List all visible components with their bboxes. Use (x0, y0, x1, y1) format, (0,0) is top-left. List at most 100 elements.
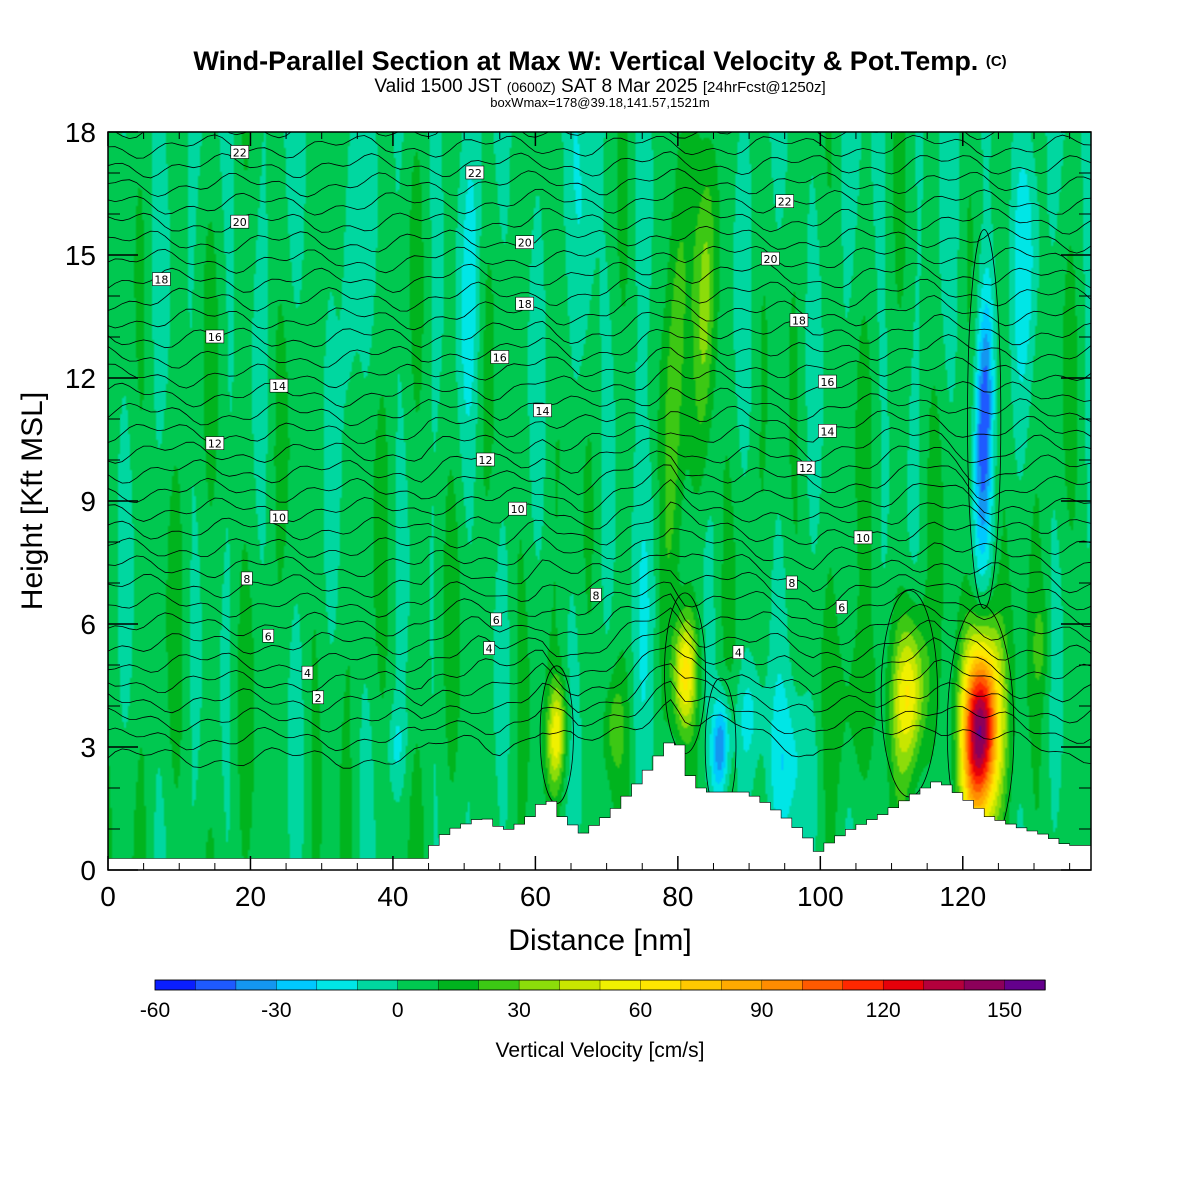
theta-contour-line (108, 607, 1091, 673)
contour-label-text: 4 (486, 643, 493, 656)
colorbar-tick-label: 60 (629, 999, 652, 1022)
theta-contour-line (108, 134, 1091, 159)
contour-label: 12 (796, 460, 816, 475)
contour-labels: 22 22 22 20 20 20 18 18 18 16 16 16 14 14 14 12 12 12 10 10… (152, 145, 873, 705)
colorbar-tick-label: 150 (987, 999, 1022, 1022)
contour-label: 14 (533, 403, 552, 418)
colorbar-swatch (802, 979, 844, 991)
contour-label: 16 (205, 329, 225, 344)
theta-contour-line (108, 450, 1091, 504)
contour-label-text: 18 (792, 315, 806, 328)
contour-label-text: 4 (304, 667, 311, 680)
contour-label-text: 2 (315, 692, 322, 705)
theta-contour-line (108, 501, 1091, 558)
contour-label: 16 (818, 374, 837, 389)
chart-subtitle-boxw: boxWmax=178@39.18,141.57,1521m (490, 95, 710, 110)
theta-contour-line (108, 245, 1091, 274)
contour-label-text: 10 (272, 511, 286, 524)
contour-label: 20 (761, 251, 780, 266)
theta-contour-line (108, 644, 1091, 714)
colorbar-tick-label: 30 (507, 999, 530, 1022)
contour-label-text: 4 (735, 647, 742, 660)
colorbar-swatch (518, 979, 561, 991)
theta-contour-line (108, 552, 1091, 599)
contour-label-text: 10 (856, 532, 870, 545)
colorbar-tick-label: 0 (392, 999, 404, 1022)
contour-label-text: 6 (838, 602, 845, 615)
theta-contour-line (108, 528, 1091, 579)
colorbar-frame (154, 979, 1046, 991)
chart-title: Wind-Parallel Section at Max W: Vertical… (193, 46, 1006, 76)
contour-label-text: 16 (208, 331, 222, 344)
contour-label: 6 (262, 628, 275, 643)
contour-label: 6 (835, 600, 848, 615)
y-tick-label: 18 (65, 117, 96, 148)
vertical-velocity-field (108, 132, 1091, 870)
contour-label-text: 14 (820, 425, 834, 438)
colorbar-tick-label: -30 (261, 999, 291, 1022)
theta-contour-line (108, 424, 1091, 464)
contour-label-text: 22 (778, 196, 792, 209)
contour-label-text: 20 (518, 237, 532, 250)
contour-label: 10 (269, 510, 289, 524)
theta-contour-line (108, 278, 1091, 312)
colorbar-swatch (154, 979, 197, 991)
contour-label: 4 (483, 641, 495, 656)
contour-label-text: 18 (154, 274, 168, 287)
theta-contour-line (108, 437, 1091, 485)
contour-label: 16 (490, 350, 510, 365)
colorbar-swatch (680, 979, 723, 991)
contour-label: 6 (490, 612, 503, 627)
potential-temperature-contours (108, 132, 1091, 858)
x-tick-label: 40 (377, 881, 408, 912)
colorbar: -60 -30 0 30 60 90 120 150 (140, 979, 1046, 1022)
colorbar-swatch (640, 979, 682, 991)
contour-label: 4 (732, 645, 745, 660)
contour-label: 20 (230, 214, 250, 229)
theta-contour-line (108, 581, 1091, 637)
colorbar-swatch (195, 979, 237, 991)
contour-label: 2 (312, 690, 324, 705)
colorbar-swatch (316, 979, 358, 991)
colorbar-swatch (721, 979, 763, 991)
colorbar-swatch (599, 979, 642, 991)
contour-label-text: 6 (493, 614, 500, 627)
contour-label-text: 16 (493, 352, 507, 365)
theta-contour-line (108, 261, 1091, 293)
colorbar-tick-label: -60 (140, 999, 170, 1022)
y-tick-label: 12 (65, 363, 96, 394)
contour-label-text: 12 (799, 462, 813, 475)
chart-subtitle-valid: Valid 1500 JST (0600Z) SAT 8 Mar 2025 [2… (374, 76, 825, 97)
contour-label-text: 14 (272, 380, 286, 393)
contour-label: 18 (515, 296, 535, 311)
x-tick-label: 60 (520, 881, 551, 912)
x-tick-label: 0 (100, 881, 116, 912)
y-tick-label: 6 (80, 609, 96, 640)
colorbar-swatch (761, 979, 803, 991)
theta-contour-line (108, 699, 1091, 769)
contour-label-text: 14 (536, 405, 550, 418)
theta-contour-line (108, 625, 1091, 694)
contour-label: 20 (515, 235, 535, 250)
contour-label: 22 (465, 165, 485, 180)
theta-contour-line (108, 387, 1091, 427)
contour-label: 14 (818, 423, 837, 438)
theta-contour-line (108, 405, 1091, 444)
theta-contour-line (108, 663, 1091, 733)
y-axis-label: Height [Kft MSL] (16, 392, 49, 610)
contour-label-text: 10 (511, 503, 525, 516)
contour-label: 22 (775, 194, 795, 209)
colorbar-title: Vertical Velocity [cm/s] (496, 1039, 705, 1062)
x-tick-label: 80 (662, 881, 693, 912)
theta-contour-line (108, 186, 1091, 216)
colorbar-swatch (235, 979, 278, 991)
w-contour-loop (967, 229, 1002, 609)
y-tick-label: 15 (65, 240, 96, 271)
contour-label-text: 16 (820, 376, 834, 389)
colorbar-swatch (478, 979, 520, 991)
contour-label-text: 8 (243, 573, 250, 586)
x-tick-label: 100 (797, 881, 844, 912)
contour-label: 14 (269, 378, 289, 393)
theta-contour-line (108, 206, 1091, 235)
